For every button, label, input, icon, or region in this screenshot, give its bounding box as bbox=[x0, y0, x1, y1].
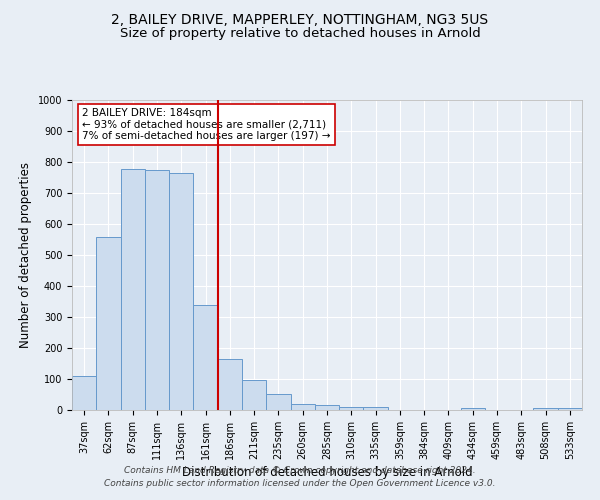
Bar bbox=[533, 408, 558, 410]
Text: 2 BAILEY DRIVE: 184sqm
← 93% of detached houses are smaller (2,711)
7% of semi-d: 2 BAILEY DRIVE: 184sqm ← 93% of detached… bbox=[82, 108, 331, 141]
Bar bbox=[145, 170, 169, 410]
Bar bbox=[315, 406, 339, 410]
Bar bbox=[193, 304, 218, 410]
Bar bbox=[218, 360, 242, 410]
Bar bbox=[461, 408, 485, 410]
Bar bbox=[121, 169, 145, 410]
Bar bbox=[96, 237, 121, 410]
Bar bbox=[242, 380, 266, 410]
Bar bbox=[558, 408, 582, 410]
Bar bbox=[72, 376, 96, 410]
X-axis label: Distribution of detached houses by size in Arnold: Distribution of detached houses by size … bbox=[182, 466, 472, 479]
Bar bbox=[339, 406, 364, 410]
Bar bbox=[364, 407, 388, 410]
Y-axis label: Number of detached properties: Number of detached properties bbox=[19, 162, 32, 348]
Text: 2, BAILEY DRIVE, MAPPERLEY, NOTTINGHAM, NG3 5US: 2, BAILEY DRIVE, MAPPERLEY, NOTTINGHAM, … bbox=[112, 12, 488, 26]
Bar bbox=[266, 394, 290, 410]
Text: Size of property relative to detached houses in Arnold: Size of property relative to detached ho… bbox=[119, 28, 481, 40]
Text: Contains HM Land Registry data © Crown copyright and database right 2024.
Contai: Contains HM Land Registry data © Crown c… bbox=[104, 466, 496, 487]
Bar bbox=[290, 404, 315, 410]
Bar bbox=[169, 173, 193, 410]
